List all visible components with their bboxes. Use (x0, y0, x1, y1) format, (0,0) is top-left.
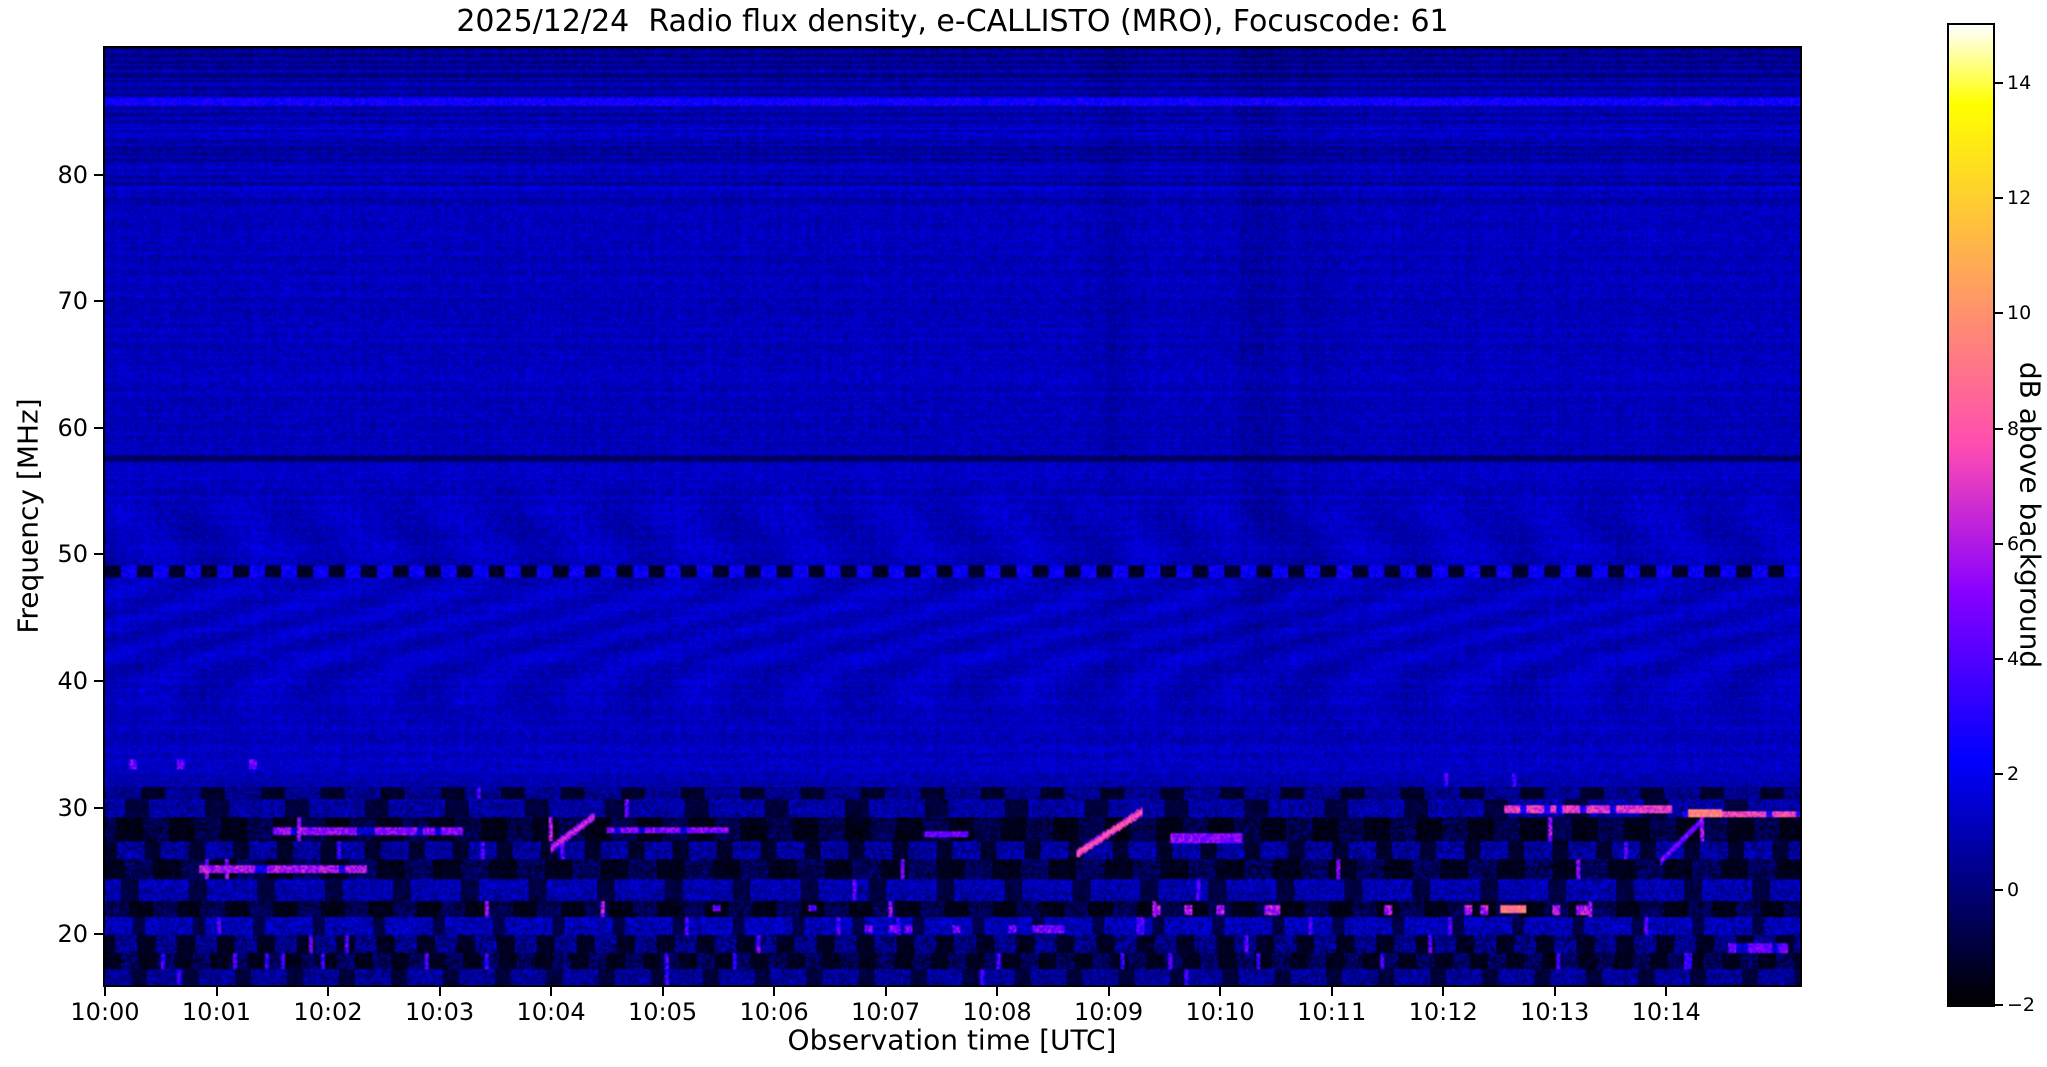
x-tick (1442, 987, 1445, 996)
plot-frame (103, 46, 1802, 987)
x-tick-label: 10:01 (181, 998, 252, 1026)
colorbar-tick (1995, 888, 2003, 891)
colorbar-tick-label: 4 (2007, 648, 2020, 671)
x-tick (1665, 987, 1668, 996)
colorbar-tick (1995, 312, 2003, 315)
y-tick (94, 806, 103, 809)
y-tick (94, 933, 103, 936)
x-tick-label: 10:06 (739, 998, 809, 1026)
x-tick-label: 10:04 (516, 998, 586, 1026)
x-tick-label: 10:02 (293, 998, 363, 1026)
x-tick (773, 987, 776, 996)
colorbar-tick-label: 14 (2007, 71, 2032, 94)
colorbar-label: dB above background (2013, 361, 2047, 669)
colorbar-tick-label: 6 (2007, 532, 2020, 555)
colorbar-tick (1995, 81, 2003, 84)
colorbar-tick-label: 12 (2007, 186, 2032, 209)
colorbar-tick-label: 0 (2007, 878, 2020, 901)
x-tick-label: 10:14 (1631, 998, 1701, 1026)
spectrogram-canvas (105, 48, 1800, 985)
x-tick (1553, 987, 1556, 996)
x-tick-label: 10:03 (404, 998, 475, 1026)
colorbar-tick (1995, 427, 2003, 430)
x-tick (661, 987, 664, 996)
x-tick-label: 10:00 (70, 998, 140, 1026)
x-tick (884, 987, 887, 996)
y-tick (94, 553, 103, 556)
colorbar-tick (1995, 196, 2003, 199)
y-tick (94, 173, 103, 176)
x-tick (996, 987, 999, 996)
x-tick (1107, 987, 1110, 996)
y-tick-label: 70 (57, 287, 88, 316)
colorbar-tick (1995, 542, 2003, 545)
y-tick (94, 300, 103, 303)
x-tick-label: 10:08 (962, 998, 1032, 1026)
x-tick (104, 987, 106, 996)
colorbar-tick (1995, 1004, 2003, 1006)
x-tick-label: 10:13 (1520, 998, 1590, 1026)
chart-title: 2025/12/24 Radio flux density, e-CALLIST… (456, 4, 1449, 39)
colorbar-tick-label: 2 (2007, 763, 2020, 786)
x-tick-label: 10:07 (850, 998, 921, 1026)
x-tick-label: 10:10 (1185, 998, 1255, 1026)
colorbar-tick-label: −2 (2007, 994, 2036, 1016)
colorbar-tick-label: 10 (2007, 302, 2032, 325)
colorbar-tick (1995, 658, 2003, 661)
x-tick (438, 987, 441, 996)
y-tick-label: 40 (57, 667, 88, 696)
x-axis-label: Observation time [UTC] (787, 1023, 1117, 1057)
x-tick (327, 987, 330, 996)
x-tick (550, 987, 553, 996)
y-tick-label: 60 (57, 413, 88, 442)
y-tick (94, 680, 103, 683)
x-tick-label: 10:09 (1074, 998, 1144, 1026)
x-tick (1219, 987, 1222, 996)
colorbar-tick (1995, 773, 2003, 776)
colorbar-canvas (1949, 25, 1993, 1005)
x-tick (215, 987, 218, 996)
colorbar-tick-label: 8 (2007, 417, 2020, 440)
x-tick (1330, 987, 1333, 996)
x-tick-label: 10:05 (627, 998, 698, 1026)
y-tick-label: 50 (57, 540, 88, 569)
x-tick-label: 10:11 (1297, 998, 1367, 1026)
y-tick-label: 20 (57, 920, 88, 949)
y-tick-label: 80 (57, 160, 88, 189)
colorbar-frame (1947, 23, 1995, 1007)
y-tick-label: 30 (57, 793, 88, 822)
x-tick-label: 10:12 (1408, 998, 1478, 1026)
y-tick (94, 426, 103, 429)
